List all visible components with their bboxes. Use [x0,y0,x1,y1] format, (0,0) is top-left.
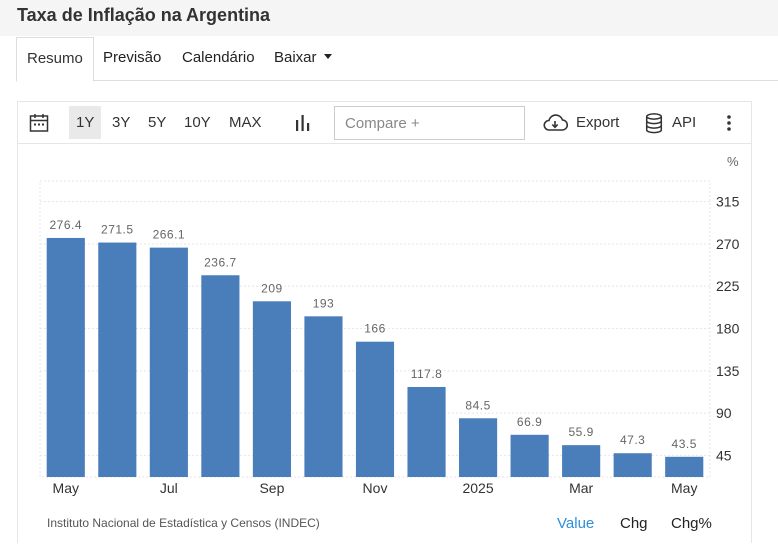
caret-down-icon [323,53,332,59]
chart-panel [17,101,752,543]
mode-value-button[interactable]: Value [557,515,595,532]
chart-y-axis: 45 90 135 180 225 270 315 [716,194,740,464]
bar [562,445,601,477]
bar [459,418,498,477]
bar [304,316,343,477]
api-label: API [672,114,697,131]
x-tick-label: Jul [160,480,178,496]
x-tick-label: Nov [363,480,388,496]
x-tick-label: Sep [259,480,284,496]
bar [665,456,704,477]
x-tick-label: 2025 [462,480,493,496]
range-10y-button[interactable]: 10Y [184,114,211,131]
y-tick-label: 135 [716,363,740,379]
tab-bar: Resumo Previsão Calendário Baixar [16,37,778,82]
range-1y-button[interactable]: 1Y [69,106,102,139]
bar [510,434,549,477]
bar [613,453,652,477]
chart-bars [46,237,704,477]
data-label: 266.1 [153,228,186,242]
more-vertical-icon[interactable] [726,114,732,132]
y-tick-label: 225 [716,278,740,294]
bar [201,275,240,477]
database-icon [645,113,663,134]
data-label: 209 [261,281,283,295]
data-label: 236.7 [204,255,237,269]
range-max-button[interactable]: MAX [229,114,262,131]
calendar-icon[interactable] [29,113,49,133]
tab-resumo[interactable]: Resumo [16,37,94,82]
compare-input[interactable] [334,106,525,140]
tab-calendario[interactable]: Calendário [182,49,255,66]
data-label: 66.9 [517,415,542,429]
data-label: 117.8 [411,367,443,381]
data-label: 47.3 [620,433,645,447]
bar [149,247,188,477]
y-tick-label: 45 [716,447,732,463]
y-tick-label: 315 [716,194,740,210]
page-title: Taxa de Inflação na Argentina [17,5,271,25]
data-label: 84.5 [465,398,490,412]
data-label: 276.4 [50,218,83,232]
chart-x-axis: May Jul Sep Nov 2025 Mar May [53,480,698,496]
data-label: 43.5 [672,437,697,451]
export-label: Export [576,114,620,131]
y-tick-label: 90 [716,405,732,421]
tab-baixar-label: Baixar [274,49,317,66]
x-tick-label: May [671,480,697,496]
unit-label: % [727,154,739,169]
range-5y-button[interactable]: 5Y [148,114,167,131]
chart-toolbar: 1Y 3Y 5Y 10Y MAX Export API [18,102,751,144]
y-tick-label: 180 [716,321,740,337]
bar [252,301,291,477]
bar [355,341,395,477]
range-3y-button[interactable]: 3Y [112,114,131,131]
mode-chg-button[interactable]: Chg [620,515,648,532]
bar [46,237,85,477]
bar [407,386,446,477]
data-label: 193 [313,296,335,310]
data-label: 55.9 [568,425,593,439]
x-tick-label: May [53,480,79,496]
tab-baixar[interactable]: Baixar [274,37,332,81]
header-band [0,0,778,36]
chart-data-labels: 276.4 271.5 266.1 236.7 209 193 166 117.8 84.5 66… [50,218,697,451]
cloud-download-icon [543,114,568,131]
tab-previsao[interactable]: Previsão [103,49,162,66]
data-label: 166 [364,322,386,336]
data-label: 271.5 [101,223,134,237]
x-tick-label: Mar [569,480,593,496]
y-tick-label: 270 [716,236,740,252]
bar-chart-icon[interactable] [294,114,312,132]
bar [98,242,137,477]
source-note: Instituto Nacional de Estadística y Cens… [47,516,320,530]
mode-chg-pct-button[interactable]: Chg% [671,515,712,532]
